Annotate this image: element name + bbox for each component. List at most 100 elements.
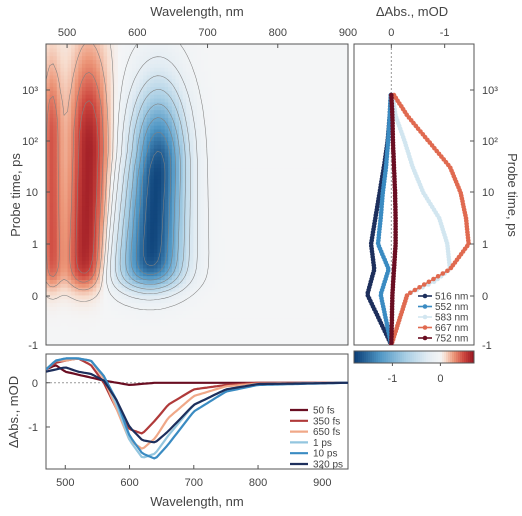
heatmap-cell (89, 252, 94, 257)
heatmap-cell (132, 217, 137, 223)
heatmap-cell (268, 263, 274, 269)
heatmap-cell (96, 179, 101, 184)
heatmap-cell (96, 325, 101, 331)
heatmap-cell (193, 209, 198, 215)
heatmap-cell (265, 55, 270, 61)
heatmap-cell (125, 244, 130, 250)
heatmap-cell (265, 310, 270, 315)
heatmap-cell (211, 275, 216, 280)
heatmap-cell (243, 44, 248, 49)
heatmap-cell (171, 252, 177, 257)
heatmap-cell (236, 113, 241, 118)
heatmap-cell (114, 283, 119, 288)
heatmap-cell (110, 290, 115, 296)
heatmap-cell (46, 217, 51, 223)
heatmap-cell (92, 179, 97, 184)
heatmap-cell (272, 275, 277, 280)
heatmap-cell (67, 321, 72, 327)
heatmap-cell (143, 271, 148, 277)
heatmap-cell (74, 179, 79, 184)
heatmap-cell (71, 47, 76, 53)
heatmap-cell (139, 225, 144, 230)
heatmap-cell (121, 190, 126, 196)
heatmap-cell (218, 202, 223, 207)
heatmap-cell (150, 267, 155, 273)
heatmap-cell (258, 148, 263, 153)
heatmap-cell (186, 136, 191, 142)
heatmap-cell (197, 202, 202, 207)
heatmap-cell (204, 221, 209, 226)
heatmap-cell (56, 113, 61, 118)
heatmap-cell (74, 240, 79, 246)
heatmap-cell (53, 263, 58, 269)
heatmap-cell (81, 140, 87, 145)
heatmap-cell (132, 229, 137, 234)
heatmap-cell (189, 67, 195, 72)
heatmap-cell (229, 109, 234, 115)
heatmap-cell (85, 271, 90, 277)
heatmap-cell (99, 213, 105, 219)
heatmap-cell (254, 256, 259, 261)
heatmap-cell (53, 82, 58, 88)
heatmap-cell (49, 90, 54, 95)
heatmap-cell (218, 140, 223, 145)
heatmap-cell (53, 321, 58, 327)
heatmap-cell (71, 182, 76, 188)
heatmap-cell (114, 140, 119, 145)
heatmap-cell (67, 287, 72, 292)
heatmap-cell (207, 337, 212, 342)
heatmap-cell (153, 74, 159, 80)
heatmap-cell (110, 101, 115, 107)
heatmap-cell (186, 121, 191, 126)
heatmap-cell (153, 233, 159, 238)
heatmap-cell (218, 67, 223, 72)
heatmap-cell (117, 271, 123, 277)
heatmap-cell (171, 260, 177, 265)
heatmap-cell (211, 67, 216, 72)
heatmap-cell (222, 98, 227, 103)
heatmap-cell (247, 51, 252, 57)
heatmap-cell (78, 105, 83, 111)
heatmap-cell (78, 206, 83, 211)
heatmap-cell (67, 267, 72, 273)
heatmap-cell (193, 125, 198, 130)
heatmap-cell (121, 260, 126, 265)
heatmap-cell (265, 121, 270, 126)
heatmap-cell (110, 287, 115, 292)
heatmap-cell (189, 209, 195, 215)
heatmap-cell (214, 275, 220, 280)
heatmap-cell (211, 298, 216, 304)
heatmap-cell (261, 325, 266, 331)
heatmap-cell (153, 175, 159, 180)
heatmap-cell (254, 279, 259, 284)
heatmap-cell (60, 175, 65, 180)
heatmap-cell (161, 236, 166, 242)
heatmap-cell (240, 86, 245, 91)
heatmap-cell (63, 325, 69, 331)
heatmap-cell (128, 132, 133, 138)
heatmap-cell (46, 206, 51, 211)
heatmap-cell (46, 179, 51, 184)
heatmap-cell (67, 283, 72, 288)
heatmap-cell (261, 136, 266, 142)
heatmap-cell (236, 86, 241, 91)
heatmap-cell (139, 298, 144, 304)
heatmap-cell (96, 279, 101, 284)
heatmap-cell (247, 317, 252, 323)
heatmap-cell (225, 290, 230, 296)
heatmap-cell (146, 248, 151, 253)
heatmap-cell (240, 163, 245, 169)
heatmap-cell (60, 155, 65, 161)
heatmap-cell (49, 240, 54, 246)
heatmap-cell (218, 248, 223, 253)
heatmap-cell (182, 186, 187, 192)
heatmap-cell (46, 159, 51, 165)
heatmap-cell (214, 198, 220, 203)
heatmap-cell (236, 94, 241, 99)
heatmap-cell (229, 341, 234, 345)
heatmap-cell (74, 317, 79, 323)
heatmap-cell (240, 240, 245, 246)
heatmap-cell (258, 63, 263, 68)
heatmap-cell (103, 155, 108, 161)
